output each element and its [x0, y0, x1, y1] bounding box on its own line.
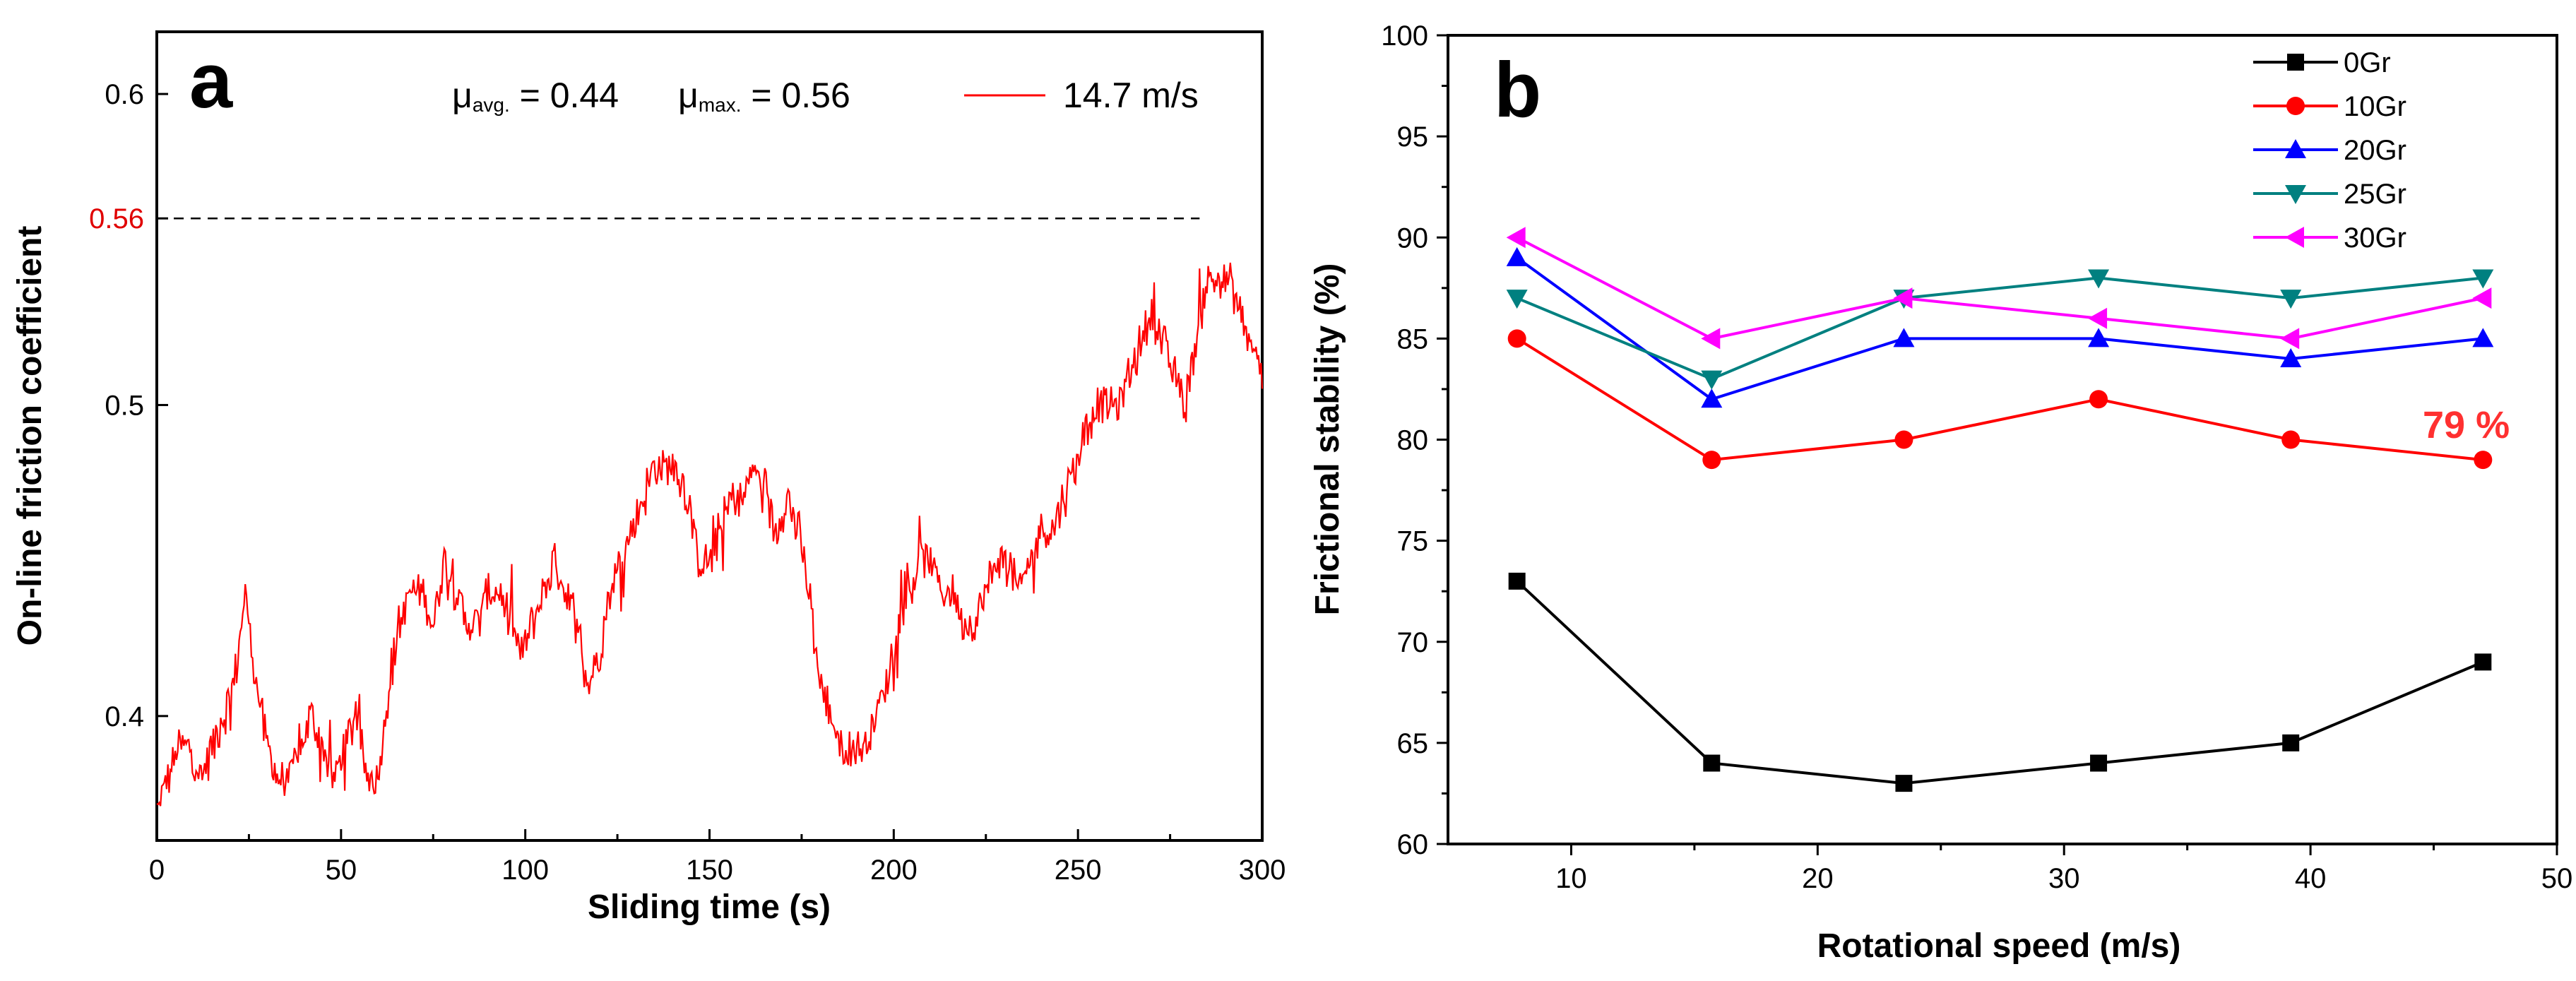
panel-b: 10 20 30 40 50 60 65 70 75 80 85 90 95 100 b 0Gr 10Gr 2…	[1309, 20, 2572, 965]
panel-b-series-20Gr-point	[1701, 388, 1723, 408]
panel-a-plot-frame	[155, 30, 1264, 842]
panel-b-y-tick-label: 65	[1397, 728, 1429, 759]
panel-b-series-0Gr-point	[1703, 754, 1721, 772]
panel-b-series-10Gr-point	[2281, 430, 2301, 449]
panel-b-series-30Gr-line	[1516, 236, 2483, 340]
panel-b-series-0Gr-point	[2090, 754, 2108, 772]
legend-label-25Gr: 25Gr	[2344, 179, 2406, 210]
panel-b-y-axis-label: Frictional stability (%)	[1309, 263, 1346, 616]
legend-marker-25Gr	[2285, 185, 2306, 204]
legend-marker-20Gr	[2285, 139, 2306, 158]
panel-a-series-line	[156, 262, 1264, 807]
panel-b-series-25Gr-point	[1506, 290, 1528, 309]
panel-b-series-25Gr-line	[1516, 276, 2483, 381]
panel-b-x-axis-label: Rotational speed (m/s)	[1817, 927, 2181, 965]
panel-b-y-tick-label: 95	[1397, 121, 1429, 153]
panel-b-y-tick-label: 75	[1397, 526, 1429, 557]
panel-b-series-10Gr-point	[2474, 451, 2493, 470]
panel-b-series-0Gr-point	[1895, 775, 1913, 792]
panel-b-series-10Gr-point	[1507, 329, 1526, 348]
legend-label-0Gr: 0Gr	[2344, 47, 2391, 78]
panel-b-series-0Gr-point	[2474, 653, 2492, 671]
panel-b-y-tick-label: 80	[1397, 425, 1429, 456]
panel-b-series-0Gr-point	[2282, 734, 2300, 751]
panel-b-y-tick-label: 70	[1397, 627, 1429, 658]
legend-label-30Gr: 30Gr	[2344, 222, 2406, 254]
legend-label-20Gr: 20Gr	[2344, 135, 2406, 166]
panel-a-x-axis-label: Sliding time (s)	[588, 888, 831, 926]
panel-b-series-30Gr-point	[2472, 287, 2492, 309]
panel-b-series-30Gr-point	[1701, 328, 1721, 350]
panel-b-79-annotation: 79 %	[2423, 404, 2510, 446]
panel-b-series-25Gr-point	[2088, 269, 2110, 289]
panel-b-y-tick-label: 85	[1397, 323, 1429, 355]
panel-b-x-tick-label: 50	[2541, 863, 2573, 894]
panel-b-x-tick-label: 20	[1802, 863, 1834, 894]
panel-b-series-10Gr-line	[1516, 337, 2483, 462]
panel-a-x-tick-label: 100	[501, 855, 549, 886]
panel-a: 0 50 100 150 200 250 300 0.4 0.5 0.6 0.56 a μavg. …	[11, 30, 1286, 926]
panel-b-x-tick-label: 30	[2048, 863, 2080, 894]
panel-a-highlight-tick-label: 0.56	[89, 203, 144, 234]
panel-b-series-30Gr-point	[2088, 307, 2108, 329]
mu-avg-annotation: μavg. = 0.44	[452, 76, 619, 116]
panel-a-y-tick-label: 0.4	[105, 701, 144, 732]
panel-a-x-tick-label: 250	[1055, 855, 1102, 886]
panel-b-letter: b	[1494, 47, 1541, 133]
panel-b-series-10Gr-point	[2089, 390, 2108, 409]
legend-marker-10Gr	[2286, 97, 2305, 115]
panel-b-y-tick-label: 100	[1381, 20, 1428, 52]
legend-marker-0Gr	[2287, 54, 2304, 71]
panel-b-series-10Gr-point	[1894, 430, 1913, 449]
panel-a-y-axis-label: On-line friction coefficient	[11, 226, 49, 646]
panel-b-series-25Gr-point	[1701, 370, 1723, 390]
panel-a-x-tick-label: 300	[1239, 855, 1286, 886]
panel-b-series-25Gr-point	[2280, 290, 2302, 309]
panel-b-series-20Gr-point	[1893, 328, 1915, 347]
panel-a-legend-label: 14.7 m/s	[1063, 76, 1199, 115]
panel-a-y-tick-label: 0.5	[105, 390, 144, 421]
mu-max-annotation: μmax. = 0.56	[678, 76, 850, 116]
panel-b-series-20Gr-point	[2280, 348, 2302, 367]
panel-a-letter: a	[189, 37, 233, 124]
panel-b-y-tick-label: 90	[1397, 222, 1429, 254]
panel-b-series-20Gr-point	[1506, 246, 1528, 266]
panel-a-x-tick-label: 150	[686, 855, 733, 886]
panel-b-x-tick-label: 10	[1555, 863, 1587, 894]
panel-a-x-tick-label: 0	[149, 855, 165, 886]
panel-b-series-0Gr-line	[1516, 580, 2484, 785]
panel-b-series-20Gr-line	[1516, 256, 2483, 401]
panel-b-series-20Gr-point	[2088, 328, 2110, 347]
panel-b-series-25Gr-point	[2472, 269, 2494, 289]
legend-marker-30Gr	[2285, 227, 2304, 248]
panel-b-series-30Gr-point	[1506, 227, 1526, 249]
panel-a-x-tick-label: 200	[870, 855, 918, 886]
panel-b-series-10Gr-point	[1702, 451, 1721, 470]
panel-a-x-tick-label: 50	[326, 855, 357, 886]
panel-a-y-tick-label: 0.6	[105, 79, 144, 110]
panel-b-series-0Gr-point	[1508, 572, 1526, 590]
panel-b-series-30Gr-point	[2280, 328, 2300, 350]
panel-b-series-20Gr-point	[2472, 328, 2494, 347]
panel-b-y-tick-label: 60	[1397, 829, 1429, 860]
panel-b-series-30Gr-point	[1893, 287, 1913, 309]
legend-label-10Gr: 10Gr	[2344, 91, 2406, 122]
panel-b-x-tick-label: 40	[2295, 863, 2327, 894]
